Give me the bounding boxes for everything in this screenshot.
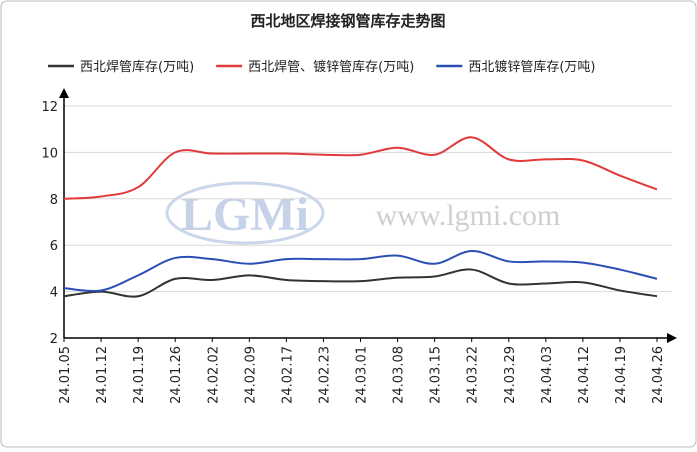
logo-ring [165, 181, 325, 245]
x-tick-label: 24.03.29 [503, 346, 518, 404]
watermark-logo: LGMi [181, 188, 309, 241]
x-tick-label: 24.04.19 [614, 346, 629, 404]
y-tick-label: 12 [41, 100, 58, 115]
watermark: LGMi www.lgmi.com [165, 181, 561, 245]
x-tick-label: 24.01.19 [132, 346, 147, 404]
x-tick-label: 24.03.01 [355, 346, 370, 404]
y-tick-label: 10 [41, 146, 58, 161]
y-axis-arrow [59, 88, 69, 98]
y-tick-label: 2 [50, 332, 58, 347]
x-tick-label: 24.04.26 [651, 346, 666, 404]
chart-title: 西北地区焊接钢管库存走势图 [250, 12, 445, 30]
watermark-url: www.lgmi.com [376, 199, 561, 232]
x-tick-label: 24.01.12 [95, 346, 110, 404]
x-axis-arrow [667, 333, 677, 343]
x-tick-label: 24.02.02 [206, 346, 221, 404]
legend-label: 西北镀锌管库存(万吨) [468, 59, 595, 75]
x-tick-label: 24.01.26 [169, 346, 184, 404]
y-tick-label: 4 [50, 286, 58, 301]
x-tick-label: 24.03.15 [429, 346, 444, 404]
series-line [63, 249, 658, 293]
x-tick-label: 24.04.12 [577, 346, 592, 404]
x-tick-label: 24.04.03 [540, 346, 555, 404]
x-tick-label: 24.03.08 [392, 346, 407, 404]
y-tick-label: 6 [50, 239, 58, 254]
y-tick-label: 8 [50, 193, 58, 208]
series-line [63, 136, 658, 200]
series-line [63, 268, 658, 298]
legend-label: 西北焊管、镀锌管库存(万吨) [248, 59, 414, 75]
x-tick-label: 24.03.22 [466, 346, 481, 404]
legend-label: 西北焊管库存(万吨) [80, 59, 194, 75]
x-tick-label: 24.02.17 [280, 346, 295, 404]
x-tick-label: 24.02.23 [317, 346, 332, 404]
x-tick-label: 24.02.09 [243, 346, 258, 404]
x-tick-label: 24.01.05 [58, 346, 73, 404]
